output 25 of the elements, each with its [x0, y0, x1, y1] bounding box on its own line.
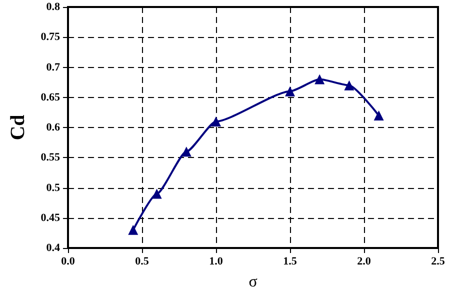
y-tick-label: 0.7 — [46, 61, 60, 74]
point — [314, 74, 325, 84]
y-tick-label: 0.6 — [46, 122, 60, 134]
y-tick-label: 0.4 — [46, 242, 60, 254]
point — [344, 80, 354, 90]
x-tick-label: 0.5 — [135, 256, 150, 268]
y-tick-label: 0.5 — [46, 182, 60, 194]
x-tick-label: 2.0 — [357, 256, 372, 268]
x-tick-label: 0.0 — [61, 256, 76, 268]
x-tick-label: 1.5 — [283, 256, 298, 268]
point — [152, 188, 162, 199]
point — [374, 110, 384, 120]
point — [285, 86, 295, 96]
y-tick-label: 0.55 — [40, 152, 60, 164]
y-tick-label: 0.65 — [40, 91, 60, 104]
point — [181, 146, 192, 157]
x-tick-label: 1.0 — [209, 256, 224, 268]
y-tick-label: 0.8 — [46, 1, 60, 13]
x-tick-label: 2.5 — [431, 256, 446, 268]
point — [128, 224, 138, 235]
y-tick-label: 0.75 — [40, 31, 60, 44]
x-axis-title: σ — [248, 274, 258, 290]
y-tick-label: 0.45 — [40, 212, 60, 224]
point — [211, 116, 221, 126]
y-axis-title: Cd — [7, 114, 29, 140]
